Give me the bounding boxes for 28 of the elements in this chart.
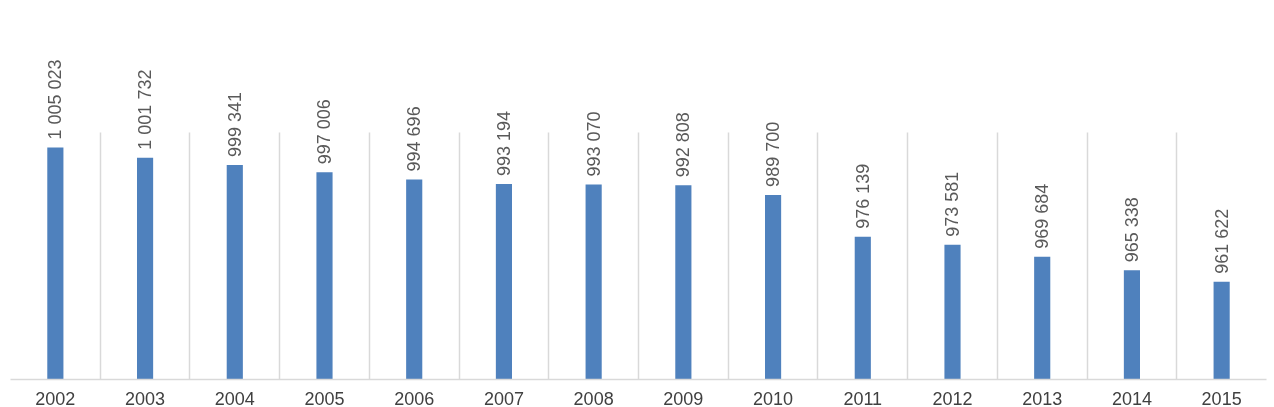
x-tick-label: 2005 [304,388,345,407]
data-label: 961 622 [1211,208,1232,274]
x-tick-label: 2006 [394,388,435,407]
data-label: 973 581 [942,171,963,237]
x-tick-label: 2002 [35,388,76,407]
x-tick-label: 2015 [1201,388,1242,407]
data-label: 1 005 023 [45,59,66,140]
x-tick-label: 2009 [663,388,704,407]
data-label: 997 006 [314,99,335,165]
data-label: 1 001 732 [135,69,156,150]
x-tick-label: 2003 [125,388,166,407]
data-label: 992 808 [673,112,694,178]
data-label: 994 696 [404,106,425,172]
x-tick-label: 2008 [573,388,614,407]
x-tick-label: 2011 [843,388,883,407]
data-label: 965 338 [1121,197,1142,263]
data-label: 999 341 [224,91,245,158]
x-tick-label: 2013 [1022,388,1063,407]
x-tick-label: 2012 [932,388,973,407]
x-tick-label: 2014 [1111,388,1152,407]
x-tick-label: 2004 [214,388,255,407]
data-label: 989 700 [763,121,784,187]
x-tick-label: 2007 [483,388,524,407]
data-label: 969 684 [1032,183,1053,249]
data-label: 993 070 [583,111,604,177]
x-tick-label: 2010 [753,388,794,407]
data-label: 993 194 [493,110,514,177]
data-label: 976 139 [852,163,873,229]
